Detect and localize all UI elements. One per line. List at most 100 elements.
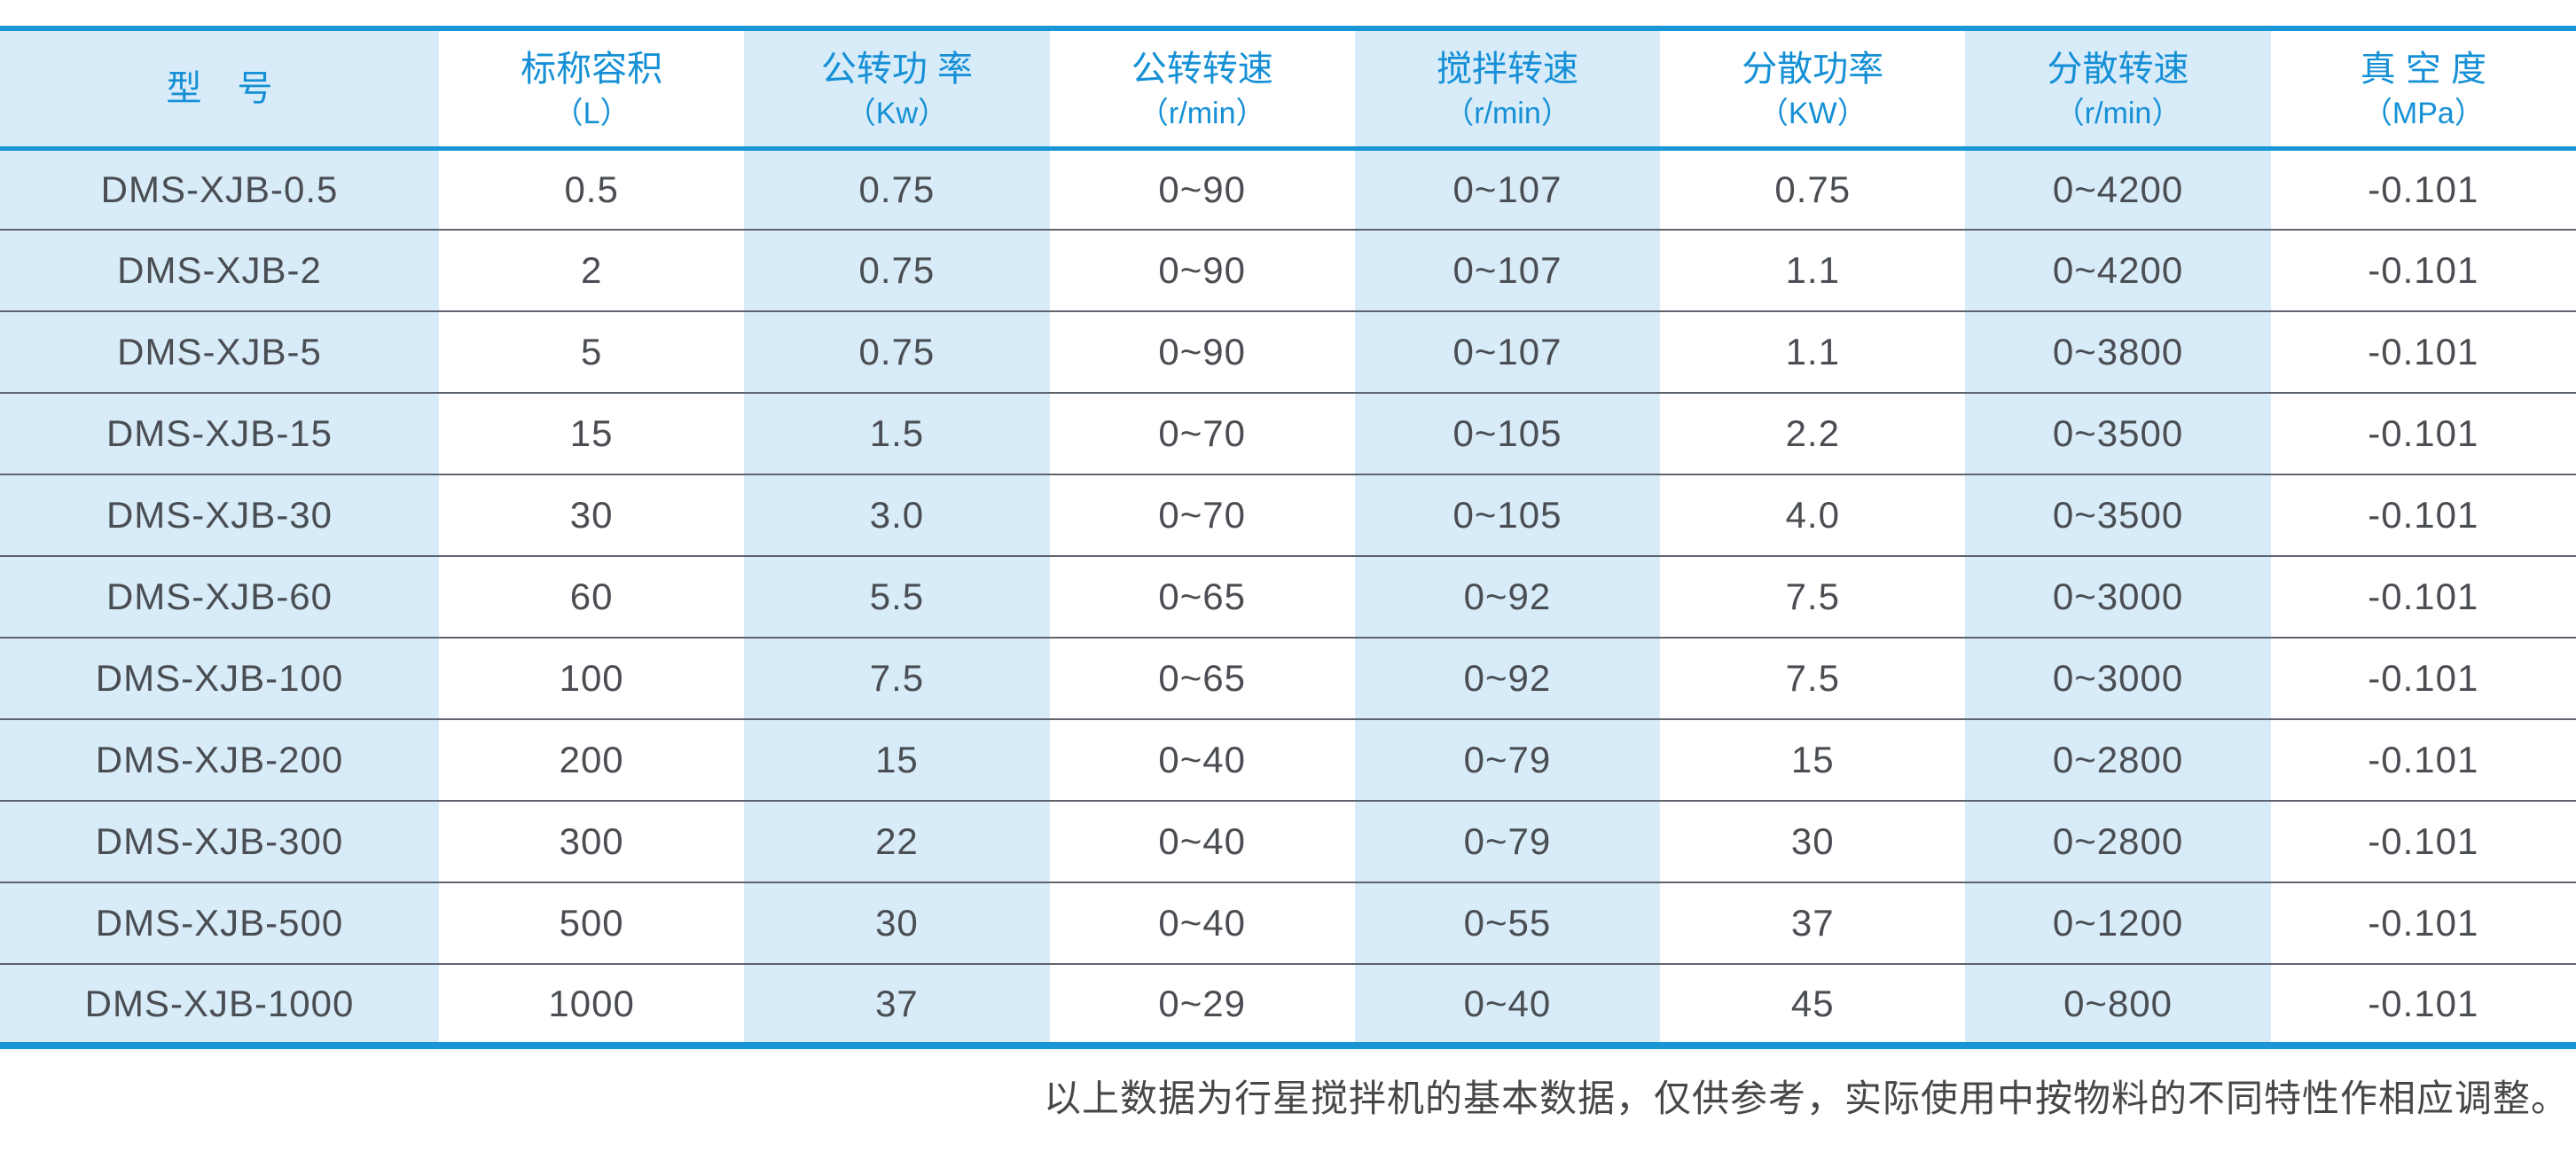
column-header-revolution-speed: 公转转速 （r/min） bbox=[1049, 28, 1355, 151]
table-cell: 1000 bbox=[439, 963, 745, 1046]
column-title: 搅拌转速 bbox=[1436, 49, 1578, 89]
column-unit: （r/min） bbox=[1444, 96, 1571, 130]
table-cell: 200 bbox=[439, 718, 745, 801]
table-cell: 30 bbox=[744, 882, 1050, 964]
table-cell: -0.101 bbox=[2270, 229, 2576, 311]
table-cell: 0~4200 bbox=[1965, 229, 2271, 311]
column-header-dispersing-power: 分散功率 （KW） bbox=[1660, 28, 1966, 151]
column-unit: （Kw） bbox=[845, 96, 949, 130]
table-cell: 0~2800 bbox=[1965, 718, 2271, 801]
table-cell: 0~90 bbox=[1049, 229, 1355, 311]
table-cell: 15 bbox=[439, 392, 745, 474]
table-cell: 0~70 bbox=[1049, 474, 1355, 556]
table-cell: 7.5 bbox=[744, 637, 1050, 719]
model-cell: DMS-XJB-2 bbox=[0, 229, 439, 311]
table-cell: 0~2800 bbox=[1965, 800, 2271, 882]
table-cell: 0~3000 bbox=[1965, 637, 2271, 719]
table-cell: 30 bbox=[1660, 800, 1966, 882]
table-cell: 1.1 bbox=[1660, 310, 1966, 393]
spec-table: 型 号 标称容积 （L） 公转功 率 （Kw） 公转转速 （r/min） 搅拌转… bbox=[0, 26, 2576, 1049]
table-cell: 0~3500 bbox=[1965, 392, 2271, 474]
table-cell: 0.75 bbox=[744, 229, 1050, 311]
table-header: 型 号 标称容积 （L） 公转功 率 （Kw） 公转转速 （r/min） 搅拌转… bbox=[0, 28, 2576, 151]
table-cell: 0~800 bbox=[1965, 963, 2271, 1046]
table-row: DMS-XJB-0.5 0.5 0.75 0~90 0~107 0.75 0~4… bbox=[0, 148, 2576, 230]
table-cell: 15 bbox=[744, 718, 1050, 801]
table-row: DMS-XJB-1000 1000 37 0~29 0~40 45 0~800 … bbox=[0, 963, 2576, 1046]
table-row: DMS-XJB-30 30 3.0 0~70 0~105 4.0 0~3500 … bbox=[0, 474, 2576, 556]
table-cell: 0~70 bbox=[1049, 392, 1355, 474]
column-title: 型 号 bbox=[166, 68, 273, 108]
column-unit: （r/min） bbox=[1138, 96, 1266, 130]
table-row: DMS-XJB-500 500 30 0~40 0~55 37 0~1200 -… bbox=[0, 882, 2576, 964]
column-title: 分散功率 bbox=[1742, 49, 1884, 89]
column-header-vacuum-degree: 真 空 度 （MPa） bbox=[2270, 28, 2576, 151]
column-unit: （MPa） bbox=[2361, 96, 2485, 130]
model-cell: DMS-XJB-0.5 bbox=[100, 168, 339, 210]
table-cell: 0~40 bbox=[1049, 718, 1355, 801]
table-cell: 0~107 bbox=[1354, 310, 1661, 393]
table-cell: -0.101 bbox=[2270, 882, 2576, 964]
table-row: DMS-XJB-15 15 1.5 0~70 0~105 2.2 0~3500 … bbox=[0, 392, 2576, 474]
column-title: 公转转速 bbox=[1131, 49, 1273, 89]
table-cell: 37 bbox=[1660, 882, 1966, 964]
column-header-model: 型 号 bbox=[0, 28, 439, 151]
footer-note: 以上数据为行星搅拌机的基本数据，仅供参考，实际使用中按物料的不同特性作相应调整。 bbox=[1043, 1077, 2569, 1120]
table-row: DMS-XJB-5 5 0.75 0~90 0~107 1.1 0~3800 -… bbox=[0, 310, 2576, 393]
table-cell: 0~40 bbox=[1049, 882, 1355, 964]
column-title: 标称容积 bbox=[521, 49, 663, 89]
column-title: 公转功 率 bbox=[820, 49, 973, 89]
column-header-mixing-speed: 搅拌转速 （r/min） bbox=[1354, 28, 1661, 151]
table-cell: 4.0 bbox=[1660, 474, 1966, 556]
model-cell: DMS-XJB-500 bbox=[0, 882, 439, 964]
column-unit: （r/min） bbox=[2054, 96, 2182, 130]
table-cell: 30 bbox=[439, 474, 745, 556]
column-title: 真 空 度 bbox=[2360, 49, 2486, 89]
table-body: DMS-XJB-0.5 0.5 0.75 0~90 0~107 0.75 0~4… bbox=[0, 148, 2576, 1046]
table-cell: 37 bbox=[744, 963, 1050, 1046]
table-cell: 15 bbox=[1660, 718, 1966, 801]
table-row: DMS-XJB-300 300 22 0~40 0~79 30 0~2800 -… bbox=[0, 800, 2576, 882]
table-cell: 500 bbox=[439, 882, 745, 964]
table-cell: 7.5 bbox=[1660, 637, 1966, 719]
column-unit: （KW） bbox=[1758, 96, 1867, 130]
table-cell: 0~79 bbox=[1354, 800, 1661, 882]
table-cell: 0~4200 bbox=[2052, 168, 2184, 210]
table-cell: -0.101 bbox=[2270, 800, 2576, 882]
table-cell: 0~40 bbox=[1049, 800, 1355, 882]
table-cell: 0~1200 bbox=[1965, 882, 2271, 964]
table-cell: 0~3800 bbox=[1965, 310, 2271, 393]
table-cell: 0.75 bbox=[1774, 168, 1852, 210]
table-cell: 0~65 bbox=[1049, 555, 1355, 638]
table-cell: 5 bbox=[439, 310, 745, 393]
table-row: DMS-XJB-100 100 7.5 0~65 0~92 7.5 0~3000… bbox=[0, 637, 2576, 719]
table-cell: -0.101 bbox=[2270, 310, 2576, 393]
table-cell: -0.101 bbox=[2270, 718, 2576, 801]
table-cell: 0~92 bbox=[1354, 555, 1661, 638]
table-cell: 0~107 bbox=[1354, 229, 1661, 311]
table-cell: 0~107 bbox=[1452, 168, 1562, 210]
table-cell: 0~65 bbox=[1049, 637, 1355, 719]
table-cell: 0~90 bbox=[1158, 168, 1246, 210]
table-cell: 100 bbox=[439, 637, 745, 719]
model-cell: DMS-XJB-5 bbox=[0, 310, 439, 393]
table-row: DMS-XJB-60 60 5.5 0~65 0~92 7.5 0~3000 -… bbox=[0, 555, 2576, 638]
table-cell: 0~90 bbox=[1049, 310, 1355, 393]
table-cell: -0.101 bbox=[2270, 474, 2576, 556]
table-cell: 5.5 bbox=[744, 555, 1050, 638]
column-header-revolution-power: 公转功 率 （Kw） bbox=[744, 28, 1050, 151]
table-cell: 1.5 bbox=[744, 392, 1050, 474]
model-cell: DMS-XJB-100 bbox=[0, 637, 439, 719]
table-cell: -0.101 bbox=[2368, 168, 2479, 210]
table-cell: 300 bbox=[439, 800, 745, 882]
table-cell: 45 bbox=[1660, 963, 1966, 1046]
model-cell: DMS-XJB-200 bbox=[0, 718, 439, 801]
table-cell: -0.101 bbox=[2270, 963, 2576, 1046]
table-cell: -0.101 bbox=[2270, 555, 2576, 638]
column-header-nominal-volume: 标称容积 （L） bbox=[439, 28, 745, 151]
column-header-dispersing-speed: 分散转速 （r/min） bbox=[1965, 28, 2271, 151]
table-cell: 0~79 bbox=[1354, 718, 1661, 801]
table-cell: 0.5 bbox=[564, 168, 619, 210]
model-cell: DMS-XJB-15 bbox=[0, 392, 439, 474]
table-cell: -0.101 bbox=[2270, 392, 2576, 474]
